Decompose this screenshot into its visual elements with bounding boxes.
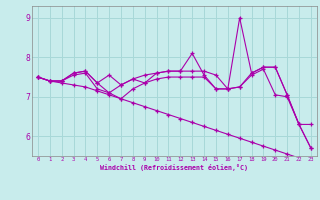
X-axis label: Windchill (Refroidissement éolien,°C): Windchill (Refroidissement éolien,°C) [100,164,248,171]
